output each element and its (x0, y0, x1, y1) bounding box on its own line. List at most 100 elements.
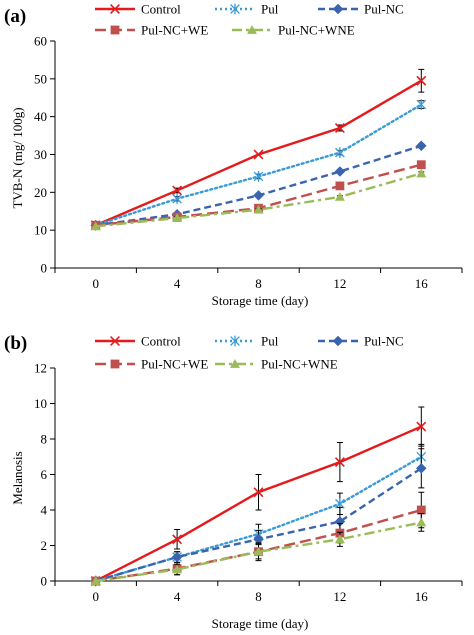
y-tick-label: 20 (34, 185, 47, 200)
data-point (253, 487, 264, 498)
legend-entry: Pul-NC (318, 334, 404, 349)
y-tick-label: 8 (41, 432, 48, 447)
legend-label: Pul (261, 2, 279, 17)
series-line (95, 521, 422, 583)
data-point (335, 181, 345, 191)
data-point (172, 185, 183, 196)
data-point (416, 517, 427, 527)
legend-entry: Pul (215, 334, 279, 349)
data-point (172, 193, 182, 205)
x-tick-label: 8 (255, 589, 262, 604)
data-point (335, 147, 345, 159)
data-point (415, 140, 427, 152)
legend-label: Pul-NC (364, 2, 404, 17)
y-tick-label: 40 (34, 109, 47, 124)
legend-marker (230, 335, 240, 347)
legend-marker (332, 3, 344, 15)
legend-label: Pul-NC+WE (141, 23, 208, 38)
panel-b-y-axis-label: Melanosis (10, 451, 25, 504)
data-point (172, 213, 183, 222)
legend-entry: Pul-NC (318, 2, 404, 17)
series-line (95, 79, 422, 227)
panel-a-label: (a) (4, 6, 26, 27)
x-tick-label: 8 (255, 276, 262, 291)
data-point (90, 221, 101, 231)
data-point (253, 204, 264, 214)
panel-b-x-axis-label: Storage time (day) (212, 616, 309, 631)
legend-marker (247, 25, 257, 34)
data-point (334, 191, 345, 201)
x-tick-label: 12 (333, 276, 346, 291)
y-tick-label: 0 (41, 574, 48, 589)
x-tick-label: 4 (174, 589, 181, 604)
data-point (416, 421, 427, 432)
data-point (416, 160, 426, 170)
legend-entry: Pul-NC+WNE (215, 357, 338, 372)
data-point (253, 149, 264, 160)
x-tick-label: 16 (415, 589, 429, 604)
series-pul-nc-wne (90, 513, 427, 585)
x-tick-label: 12 (333, 589, 346, 604)
legend-entry: Pul-NC+WE (95, 23, 208, 38)
legend-marker (110, 4, 120, 14)
legend-entry: Pul-NC+WE (95, 357, 208, 372)
panel-a: (a) TVB-N (mg/ 100g) Storage time (day) … (4, 2, 463, 308)
legend-label: Pul-NC+WNE (278, 23, 355, 38)
x-tick-label: 0 (92, 589, 99, 604)
legend-marker (110, 336, 120, 346)
legend-label: Control (141, 2, 181, 17)
y-tick-label: 4 (41, 503, 48, 518)
x-tick-label: 16 (415, 276, 429, 291)
data-point (415, 462, 427, 474)
data-point (172, 564, 183, 574)
y-tick-label: 10 (34, 223, 47, 238)
data-point (253, 546, 264, 556)
y-tick-label: 60 (34, 34, 47, 49)
legend-label: Control (141, 334, 181, 349)
panel-b: (b) Melanosis Storage time (day) 0 2 4 6 8 10… (4, 333, 463, 631)
legend-label: Pul (261, 334, 279, 349)
x-tick-label: 0 (92, 276, 99, 291)
panel-a-x-axis-label: Storage time (day) (212, 293, 309, 308)
data-point (416, 75, 427, 86)
legend-label: Pul-NC+WE (141, 357, 208, 372)
series-pul (90, 443, 427, 587)
y-tick-label: 12 (34, 361, 47, 376)
legend-marker (230, 3, 240, 15)
series-pul-nc (90, 448, 427, 587)
data-point (416, 99, 427, 110)
data-point (416, 168, 427, 178)
legend-marker (230, 359, 240, 368)
series-pul (90, 99, 427, 231)
legend-entry: Pul (215, 2, 279, 17)
y-tick-label: 2 (41, 538, 48, 553)
data-point (334, 166, 346, 177)
y-tick-label: 10 (34, 396, 47, 411)
x-tick-label: 4 (174, 276, 181, 291)
legend-label: Pul-NC+WNE (261, 357, 338, 372)
data-point (253, 171, 264, 182)
data-point (253, 190, 264, 201)
panel-a-y-axis-label: TVB-N (mg/ 100g) (10, 107, 25, 208)
data-point (90, 576, 101, 585)
data-point (416, 505, 426, 515)
y-tick-label: 6 (41, 467, 48, 482)
legend-entry: Control (95, 334, 181, 349)
y-tick-label: 0 (41, 261, 48, 276)
legend-entry: Control (95, 2, 181, 17)
legend-label: Pul-NC (364, 334, 404, 349)
legend-marker (110, 359, 120, 369)
data-point (334, 534, 345, 544)
y-tick-label: 30 (34, 147, 47, 162)
series-pul-nc-wne (90, 168, 427, 231)
data-point (172, 534, 183, 545)
data-point (334, 457, 345, 468)
legend-entry: Pul-NC+WNE (232, 23, 355, 38)
y-tick-label: 50 (34, 71, 47, 86)
legend-marker (332, 335, 344, 347)
data-point (334, 123, 345, 133)
legend-marker (110, 25, 120, 35)
series-control (90, 406, 427, 586)
panel-b-label: (b) (4, 333, 27, 354)
